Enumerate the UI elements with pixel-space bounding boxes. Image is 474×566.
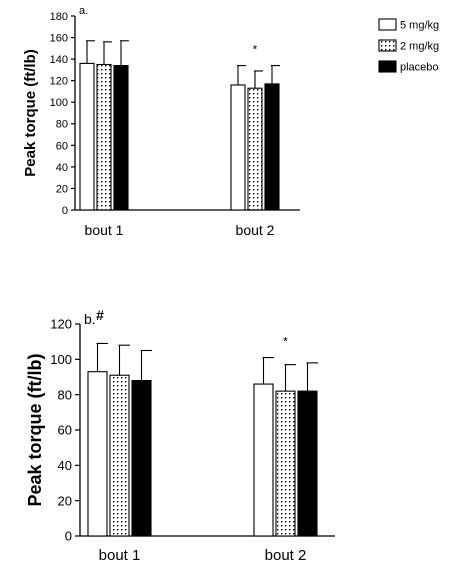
y-tick-label: 120 bbox=[50, 317, 72, 332]
y-axis-title: Peak torque (ft/lb) bbox=[25, 353, 45, 506]
y-tick-label: 40 bbox=[58, 458, 72, 473]
significance-star: * bbox=[253, 43, 258, 57]
legend-swatch bbox=[378, 39, 397, 52]
category-label: bout 2 bbox=[236, 222, 275, 238]
y-tick-label: 180 bbox=[50, 11, 68, 23]
bar bbox=[230, 84, 246, 211]
y-tick-label: 80 bbox=[56, 119, 68, 131]
legend-label: 5 mg/kg bbox=[400, 20, 439, 32]
category-label: bout 2 bbox=[265, 547, 307, 564]
y-tick-label: 60 bbox=[56, 140, 68, 152]
bar bbox=[113, 65, 129, 211]
y-tick-label: 20 bbox=[58, 493, 72, 508]
bar bbox=[109, 374, 130, 537]
category-label: bout 1 bbox=[85, 222, 124, 238]
bar bbox=[79, 62, 95, 211]
legend-label: 2 mg/kg bbox=[400, 41, 439, 53]
legend-label: placebo bbox=[400, 62, 439, 74]
panel-label: b. bbox=[84, 311, 96, 327]
y-tick-label: 80 bbox=[58, 387, 72, 402]
legend: 5 mg/kg 2 mg/kg placebo bbox=[377, 16, 465, 78]
bar bbox=[264, 83, 280, 211]
bar bbox=[253, 383, 274, 537]
y-tick-label: 20 bbox=[56, 183, 68, 195]
bar bbox=[96, 63, 112, 211]
y-tick-label: 100 bbox=[50, 97, 68, 109]
y-tick-label: 0 bbox=[65, 529, 72, 544]
y-tick-label: 140 bbox=[50, 54, 68, 66]
bar bbox=[131, 379, 152, 537]
y-tick-label: 60 bbox=[58, 423, 72, 438]
legend-swatch bbox=[378, 18, 397, 31]
panel-label: a. bbox=[79, 5, 88, 17]
bar bbox=[87, 371, 108, 537]
category-label: bout 1 bbox=[99, 547, 141, 564]
y-tick-label: 0 bbox=[62, 205, 68, 217]
chart-panel-b: 0 20 40 60 80 100 120 Peak torque (ft/lb) b. bout… bbox=[25, 307, 335, 564]
hash-annotation: # bbox=[96, 307, 104, 323]
bar bbox=[247, 87, 263, 211]
legend-swatch bbox=[378, 60, 397, 73]
bar bbox=[275, 390, 296, 537]
y-axis-title: Peak torque (ft/lb) bbox=[22, 49, 39, 177]
y-tick-label: 40 bbox=[56, 162, 68, 174]
significance-star: * bbox=[283, 335, 288, 349]
bar bbox=[297, 390, 318, 537]
y-tick-label: 120 bbox=[50, 76, 68, 88]
y-tick-label: 160 bbox=[50, 33, 68, 45]
chart-panel-a: 0 20 40 60 80 100 120 140 160 180 Peak torque (ft/… bbox=[22, 5, 300, 238]
y-tick-label: 100 bbox=[50, 352, 72, 367]
